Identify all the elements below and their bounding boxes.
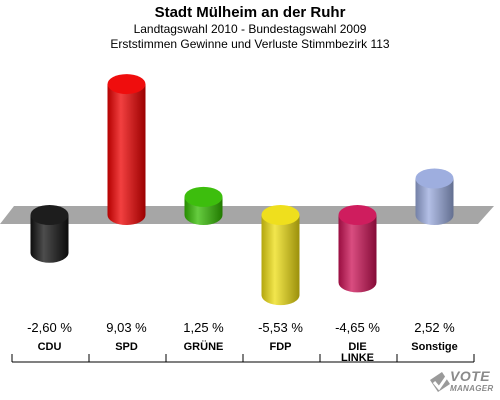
value-label: 1,25 % [183,320,224,335]
bar-die-linke [338,205,377,293]
bar-spd [107,74,146,225]
category-label: Sonstige [411,341,457,353]
logo-text-manager: MANAGER [450,384,494,393]
category-label: GRÜNE [184,340,224,353]
value-label: -2,60 % [27,320,72,335]
category-label: LINKE [341,352,374,364]
chart-header: Stadt Mülheim an der Ruhr Landtagswahl 2… [0,4,500,52]
value-label: 2,52 % [414,320,455,335]
votemanager-logo: VOTE MANAGER [428,366,500,400]
chart-title: Stadt Mülheim an der Ruhr [154,4,346,21]
chart-subtitle-election: Landtagswahl 2010 - Bundestagswahl 2009 [133,22,367,36]
category-label: DIE [348,341,366,353]
category-label: FDP [270,341,292,353]
checkmark-ballot-icon [430,372,450,392]
category-label: SPD [115,341,138,353]
bar-fdp [261,205,300,306]
bar-sonstige [415,168,454,225]
value-label: -4,65 % [335,320,380,335]
bar-gr-ne [184,186,223,225]
chart-subtitle-district: Erststimmen Gewinne und Verluste Stimmbe… [110,37,390,51]
category-label: CDU [38,341,62,353]
logo-text-vote: VOTE [450,368,491,384]
value-label: -5,53 % [258,320,303,335]
value-label: 9,03 % [106,320,147,335]
bar-cdu [30,205,69,263]
